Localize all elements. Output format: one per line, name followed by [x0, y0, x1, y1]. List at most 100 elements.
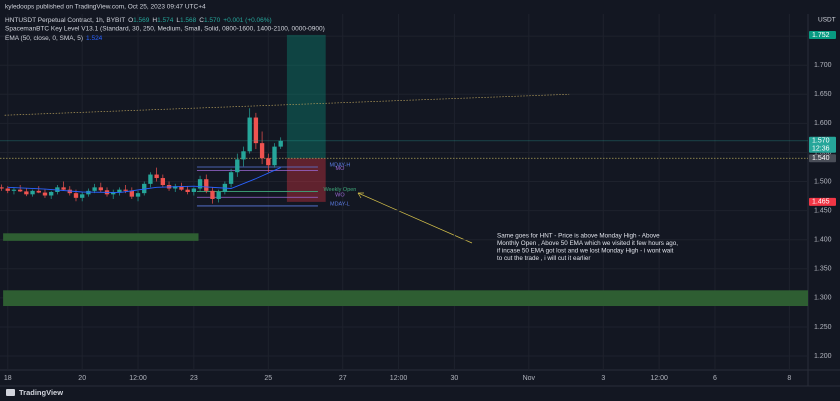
candle-body — [98, 187, 103, 191]
ohlc-value: 1.569 — [133, 17, 150, 24]
x-tick-label: 6 — [713, 375, 717, 382]
candle-body — [185, 189, 190, 192]
candle-body — [216, 192, 221, 199]
y-tick-label: 1.300 — [814, 295, 832, 302]
x-tick-label: 12:00 — [390, 375, 408, 382]
candle-body — [30, 190, 35, 195]
candle-body — [228, 172, 234, 184]
candle-body — [36, 190, 41, 193]
brand-text: TradingView — [19, 388, 63, 397]
candle-body — [259, 143, 265, 159]
candle-body — [80, 194, 85, 198]
candle-body — [266, 158, 271, 166]
countdown: 12:36 — [812, 146, 830, 153]
ohlc-value: 1.570 — [204, 17, 221, 24]
annotation-line: if incase 50 EMA got lost and we lost Mo… — [497, 248, 674, 255]
x-tick-label: 23 — [190, 375, 198, 382]
candle-body — [0, 187, 4, 189]
candle-body — [17, 189, 23, 192]
ema-name: EMA (50, close, 0, SMA, 5) — [5, 35, 83, 42]
trendline — [4, 93, 570, 116]
candle-body — [210, 190, 215, 199]
candle-body — [253, 117, 259, 144]
candle-body — [42, 192, 48, 196]
x-tick-label: Nov — [523, 375, 536, 382]
x-tick-label: 20 — [78, 375, 86, 382]
candle-body — [123, 189, 128, 191]
ohlc-value: 1.568 — [180, 17, 197, 24]
candle-body — [247, 117, 252, 152]
x-tick-label: 18 — [4, 375, 12, 382]
candle-body — [241, 151, 246, 160]
candle-body — [117, 189, 122, 192]
x-tick-label: 12:00 — [650, 375, 668, 382]
candle-body — [173, 186, 178, 189]
candle-body — [235, 159, 240, 173]
publisher: kyledoops published on TradingView.com, … — [5, 4, 206, 11]
price-label: 1.570 — [812, 138, 830, 145]
y-tick-label: 1.200 — [814, 353, 832, 360]
y-tick-label: 1.700 — [814, 62, 832, 69]
candle-body — [179, 186, 184, 190]
candle-body — [11, 189, 17, 191]
ohlc-key: H — [152, 17, 157, 24]
symbol: HNTUSDT Perpetual Contract, 1h, BYBIT — [5, 17, 125, 24]
y-tick-label: 1.450 — [814, 207, 832, 214]
candle-body — [5, 188, 10, 191]
candle-body — [49, 192, 54, 196]
ohlc-value: 1.574 — [157, 17, 174, 24]
candle-body — [61, 187, 66, 190]
arrow-head — [357, 192, 364, 199]
key-level-label: MDAY-H — [330, 162, 351, 168]
position-target — [286, 34, 326, 159]
y-tick-label: 1.250 — [814, 324, 832, 331]
price-label-box — [809, 30, 836, 39]
price-label: 1.465 — [812, 199, 830, 206]
y-tick-label: 1.600 — [814, 120, 832, 127]
key-level-label: WO — [335, 193, 345, 199]
candle-body — [135, 193, 141, 197]
candle-body — [129, 190, 134, 197]
y-tick-label: 1.650 — [814, 91, 832, 98]
price-label: 1.752 — [812, 32, 830, 39]
annotation-arrow — [357, 192, 473, 244]
key-level-label: MO — [335, 166, 345, 172]
key-level-label: MDAY-L — [330, 201, 350, 207]
candle-body — [86, 190, 91, 195]
candle-body — [111, 192, 116, 195]
legend-symbol: HNTUSDT Perpetual Contract, 1h, BYBIT O1.… — [5, 17, 272, 24]
price-label: 1.540 — [812, 155, 830, 162]
currency: USDT — [818, 17, 836, 24]
position-stop — [286, 158, 326, 202]
y-tick-label: 1.500 — [814, 178, 832, 185]
zone — [3, 290, 808, 307]
ohlc-key: O — [128, 17, 133, 24]
x-tick-label: 8 — [787, 375, 791, 382]
price-label-box — [809, 136, 836, 153]
y-tick-label: 1.400 — [814, 237, 832, 244]
x-tick-label: 12:00 — [129, 375, 147, 382]
ema-value: 1.524 — [86, 35, 103, 42]
brand: TradingView — [6, 388, 63, 397]
candle-body — [278, 140, 283, 147]
candle-body — [142, 183, 147, 194]
candle-body — [272, 146, 277, 166]
candle-body — [191, 188, 197, 192]
ohlc-key: C — [199, 17, 204, 24]
candle-body — [92, 187, 97, 191]
x-tick-label: 30 — [451, 375, 459, 382]
x-tick-label: 25 — [264, 375, 272, 382]
brand-logo — [6, 389, 15, 396]
candle-body — [154, 174, 159, 179]
legend-ema: EMA (50, close, 0, SMA, 5) 1.524 — [5, 35, 103, 42]
candle-body — [204, 179, 209, 191]
ema-line — [7, 167, 281, 194]
zone — [3, 233, 199, 241]
key-level-label: Weekly Open — [323, 187, 356, 193]
x-tick-label: 3 — [601, 375, 605, 382]
price-label-box — [809, 154, 836, 163]
annotation-line: Monthly Open , Above 50 EMA which we vis… — [497, 240, 678, 247]
